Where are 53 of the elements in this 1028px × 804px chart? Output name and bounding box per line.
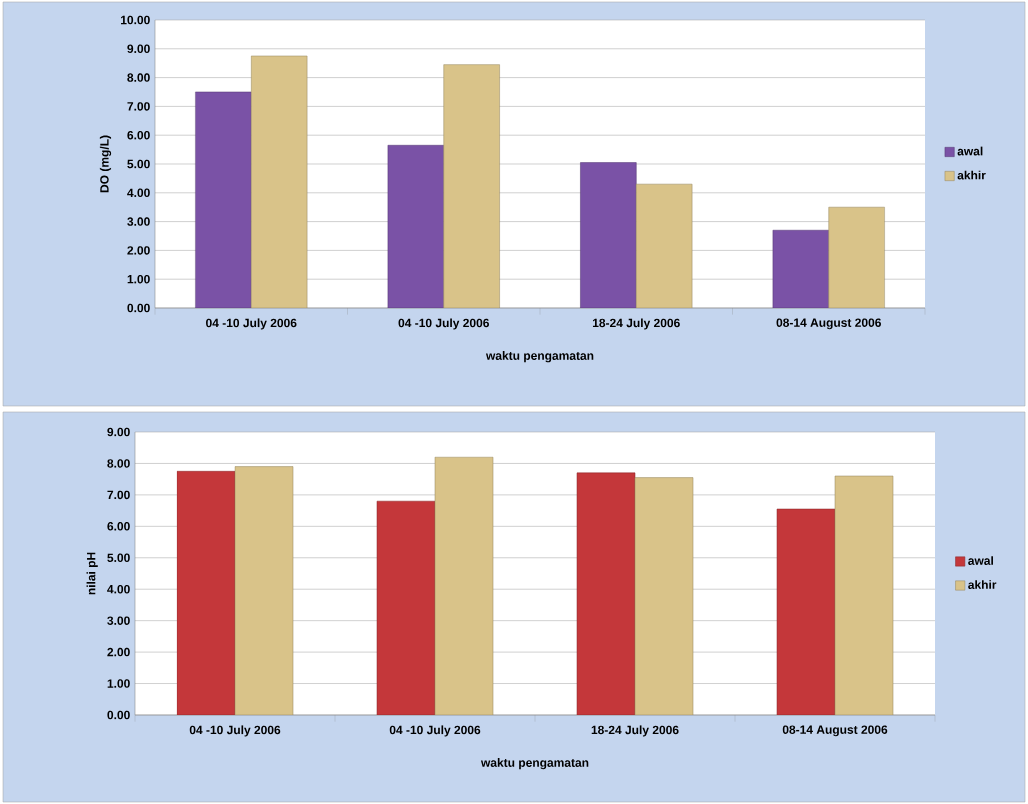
- y-tick-label: 10.00: [121, 15, 150, 25]
- legend-label: akhir: [968, 580, 997, 589]
- bar: [634, 477, 694, 715]
- y-tick-label: 6.00: [107, 522, 130, 531]
- x-tick-label: 04 -10 July 2006: [389, 725, 481, 737]
- x-tick-label: 18-24 July 2006: [591, 725, 679, 737]
- bar: [580, 162, 637, 308]
- y-tick-label: 4.00: [127, 188, 150, 198]
- bar: [834, 475, 894, 715]
- y-axis-title: DO (mg/L): [99, 135, 112, 193]
- legend-label: akhir: [957, 170, 986, 180]
- y-tick-label: 5.00: [127, 159, 150, 169]
- y-tick-label: 7.00: [127, 102, 150, 111]
- bar: [776, 508, 836, 715]
- y-tick-label: 6.00: [127, 130, 150, 140]
- y-tick-label: 8.00: [107, 459, 130, 468]
- y-tick-label: 0.00: [107, 710, 130, 720]
- y-tick-label: 1.00: [127, 274, 150, 284]
- bar: [434, 456, 494, 715]
- y-tick-label: 7.00: [107, 490, 130, 500]
- legend-label: awal: [957, 146, 983, 156]
- bar: [828, 206, 885, 308]
- legend-label: awal: [968, 556, 993, 565]
- x-axis-title: waktu pengamatan: [485, 351, 594, 363]
- y-tick-label: 0.00: [127, 303, 150, 313]
- x-tick-label: 08-14 August 2006: [782, 725, 888, 737]
- x-tick-label: 04 -10 July 2006: [206, 318, 297, 330]
- y-tick-label: 8.00: [127, 73, 150, 82]
- bar: [176, 471, 236, 715]
- y-tick-label: 4.00: [107, 584, 130, 594]
- y-tick-label: 2.00: [127, 246, 150, 255]
- bar: [772, 229, 830, 308]
- y-tick-label: 3.00: [107, 616, 130, 625]
- y-tick-label: 9.00: [127, 44, 150, 54]
- x-axis-title: waktu pengamatan: [480, 758, 589, 770]
- x-tick-label: 04 -10 July 2006: [398, 318, 489, 330]
- bar: [195, 91, 252, 308]
- y-axis-title: nilai pH: [86, 552, 98, 595]
- y-tick-label: 9.00: [107, 427, 130, 437]
- y-tick-label: 5.00: [107, 553, 130, 563]
- bar: [387, 145, 445, 308]
- y-tick-label: 3.00: [127, 217, 150, 226]
- x-tick-label: 04 -10 July 2006: [189, 725, 281, 737]
- x-tick-label: 18-24 July 2006: [592, 318, 680, 330]
- y-tick-label: 2.00: [107, 647, 130, 657]
- bar: [443, 64, 500, 308]
- bar: [376, 500, 436, 715]
- bar: [250, 55, 308, 308]
- bar: [234, 466, 294, 715]
- bar: [576, 472, 636, 715]
- bar: [635, 183, 693, 308]
- y-tick-label: 1.00: [107, 679, 130, 688]
- x-tick-label: 08-14 August 2006: [776, 318, 881, 330]
